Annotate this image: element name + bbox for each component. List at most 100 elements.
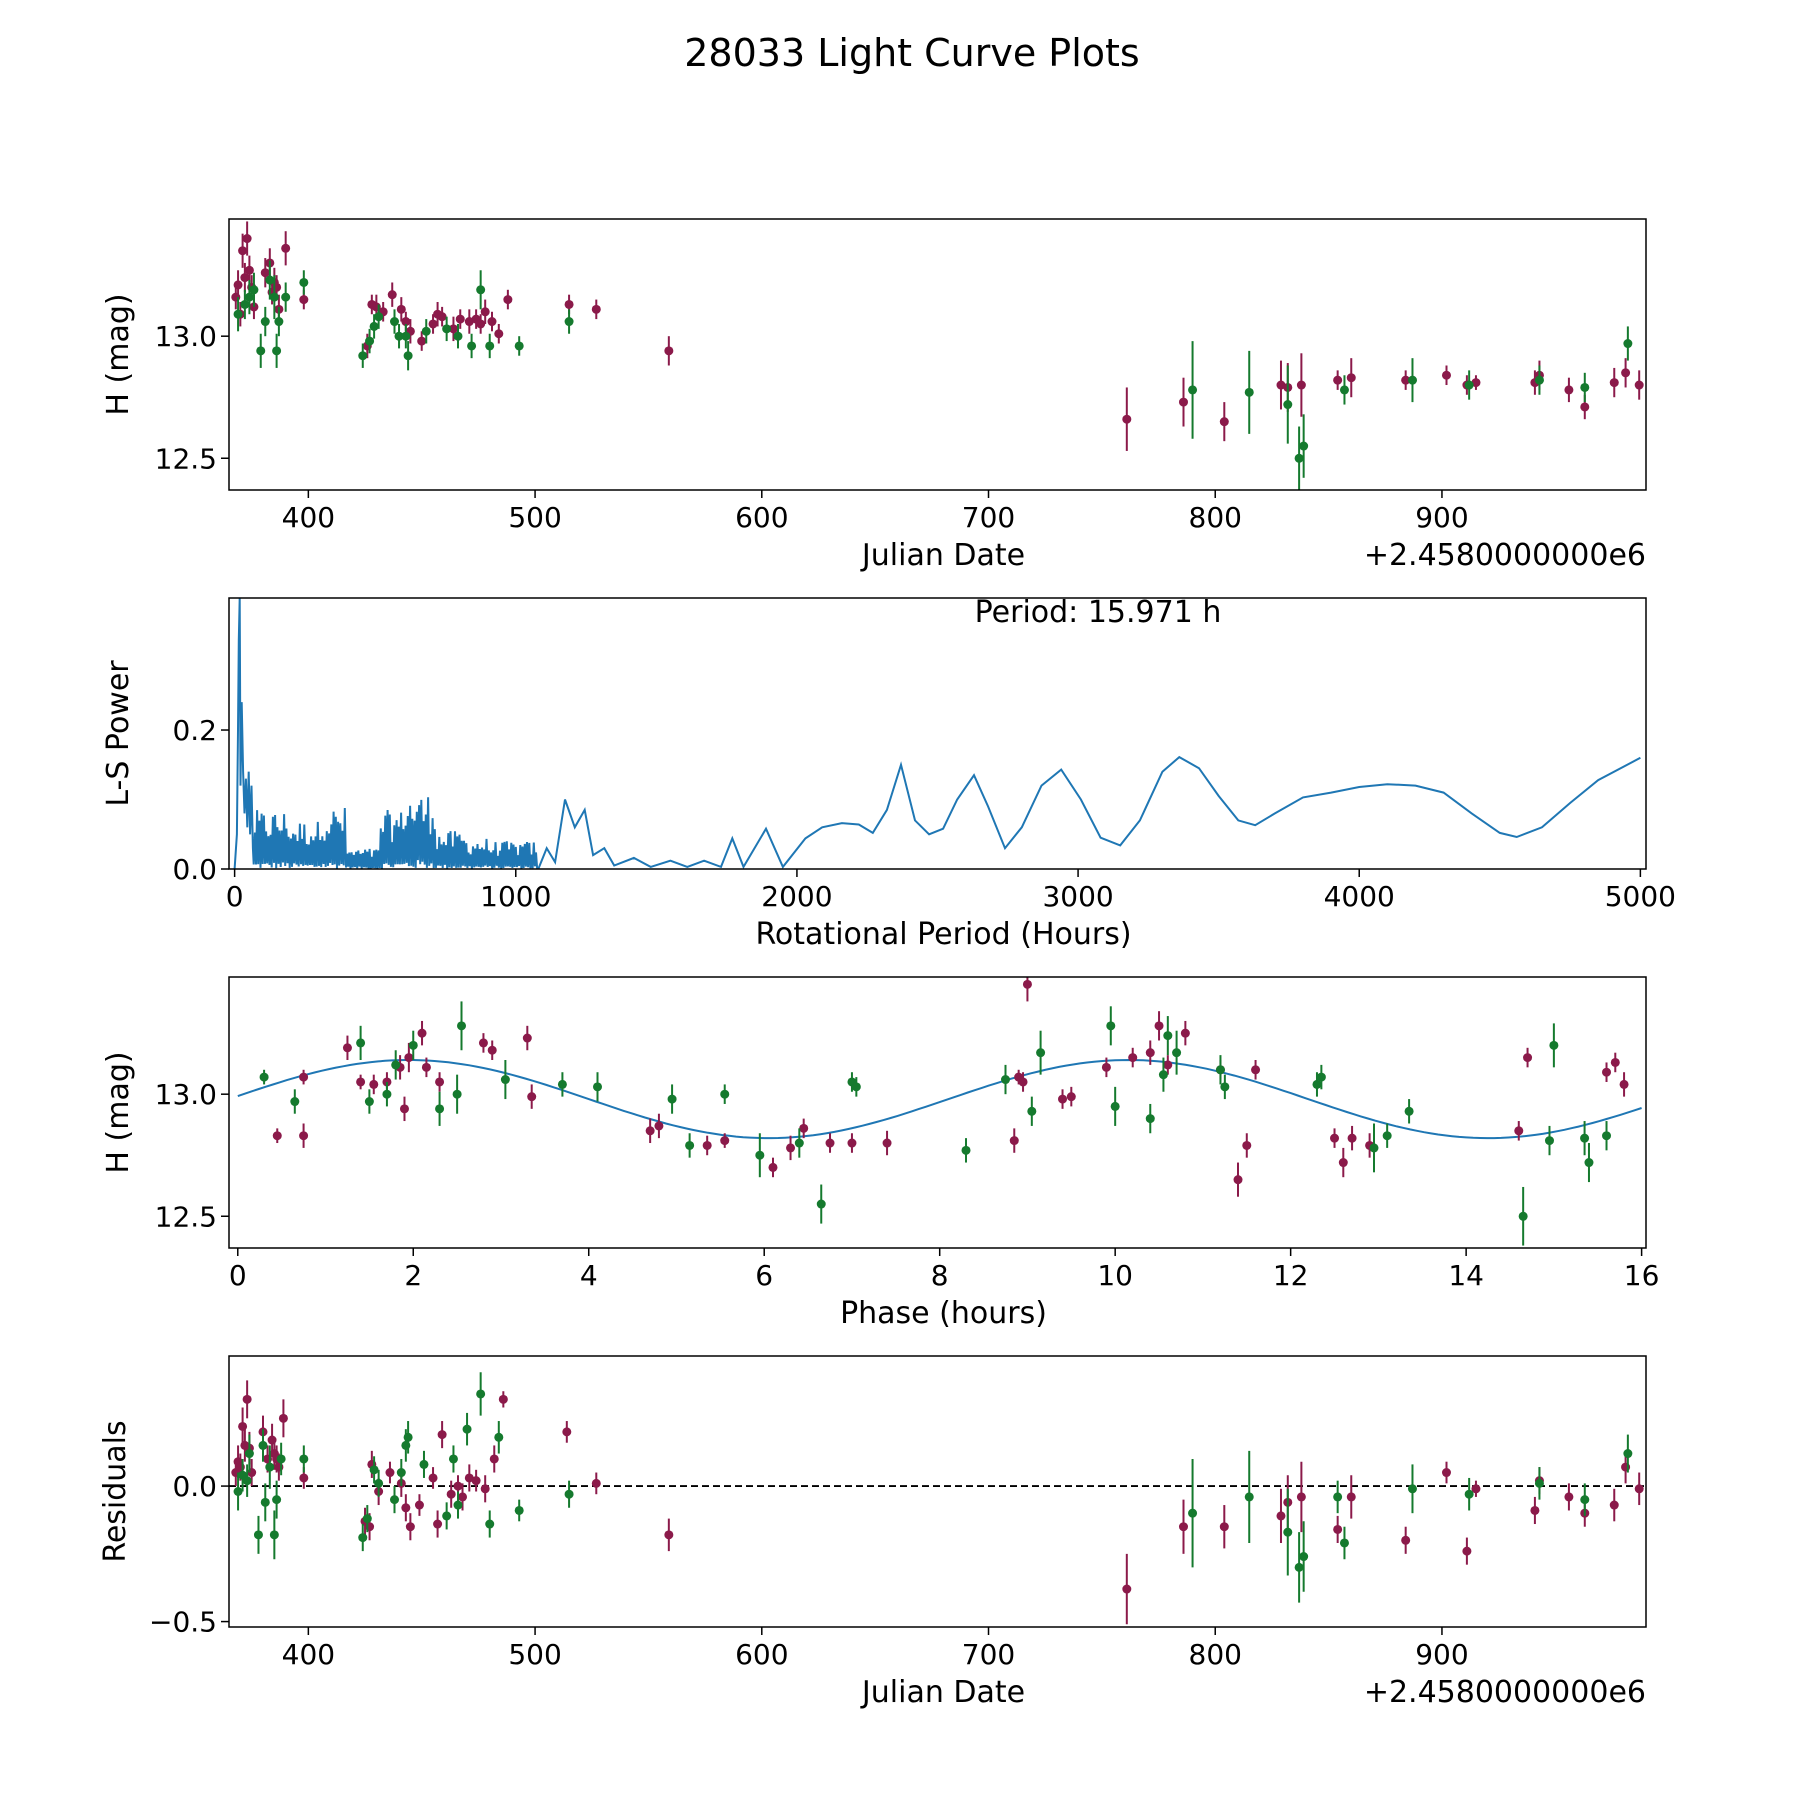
data-point xyxy=(240,273,250,283)
x-tick-label: 6 xyxy=(755,1259,773,1292)
data-point xyxy=(233,309,243,319)
data-point xyxy=(1180,1028,1190,1038)
data-point xyxy=(1609,1500,1619,1510)
data-point xyxy=(1058,1094,1068,1104)
data-point xyxy=(276,1454,286,1464)
data-point xyxy=(238,1421,248,1431)
data-point xyxy=(1244,387,1254,397)
data-point xyxy=(1333,1492,1343,1502)
data-point xyxy=(419,1459,429,1469)
axes-frame xyxy=(228,218,1647,491)
data-point xyxy=(489,1454,499,1464)
data-point xyxy=(1316,1072,1326,1082)
data-point xyxy=(1178,1522,1188,1532)
x-axis-label: Julian Date xyxy=(860,538,1025,573)
data-point xyxy=(256,346,266,356)
data-point xyxy=(562,1427,572,1437)
data-point xyxy=(442,1511,452,1521)
y-axis-label: L-S Power xyxy=(101,660,136,807)
data-point xyxy=(374,1478,384,1488)
data-point xyxy=(382,1089,392,1099)
data-point xyxy=(396,1468,406,1478)
plot-area xyxy=(233,598,1641,869)
data-point xyxy=(364,1097,374,1107)
data-point xyxy=(1623,339,1633,349)
data-point xyxy=(1530,1505,1540,1515)
data-point xyxy=(1018,1077,1028,1087)
data-point xyxy=(882,1138,892,1148)
data-point xyxy=(1621,368,1631,378)
data-point xyxy=(1066,1092,1076,1102)
data-point xyxy=(401,317,411,327)
plot-area xyxy=(229,1372,1646,1625)
data-point xyxy=(1580,402,1590,412)
data-point xyxy=(1471,1484,1481,1494)
x-tick-label: 600 xyxy=(735,501,788,534)
data-point xyxy=(1464,1489,1474,1499)
data-point xyxy=(1220,1082,1230,1092)
x-tick-label: 2 xyxy=(404,1259,422,1292)
data-point xyxy=(1407,375,1417,385)
data-point xyxy=(417,1028,427,1038)
y-tick-label: 13.0 xyxy=(155,1078,217,1111)
y-tick-label: 12.5 xyxy=(155,442,217,475)
data-point xyxy=(786,1143,796,1153)
data-point xyxy=(390,317,400,327)
panel-residuals: 400 500 600 700 800 900 −0.5 0.0 Julian Date Resi… xyxy=(98,1355,1647,1710)
data-point xyxy=(1000,1075,1010,1085)
data-point xyxy=(1471,378,1481,388)
data-point xyxy=(593,1082,603,1092)
data-point xyxy=(299,1454,309,1464)
data-point xyxy=(1580,382,1590,392)
data-point xyxy=(408,1040,418,1050)
x-tick-label: 0 xyxy=(226,880,244,913)
data-point xyxy=(847,1138,857,1148)
data-point xyxy=(399,1104,409,1114)
data-point xyxy=(1369,1143,1379,1153)
data-point xyxy=(1276,380,1286,390)
y-tick-label: 12.5 xyxy=(155,1200,217,1233)
data-point xyxy=(1027,1106,1037,1116)
data-point xyxy=(1330,1133,1340,1143)
data-point xyxy=(1339,385,1349,395)
data-point xyxy=(391,1060,401,1070)
axes-frame xyxy=(228,597,1647,870)
data-point xyxy=(1242,1140,1252,1150)
data-point xyxy=(816,1199,826,1209)
data-point xyxy=(1299,1552,1309,1562)
data-point xyxy=(401,331,411,341)
axes-frame xyxy=(228,976,1647,1249)
data-point xyxy=(281,243,291,253)
data-point xyxy=(403,1432,413,1442)
data-point xyxy=(1602,1131,1612,1141)
data-point xyxy=(1518,1211,1528,1221)
data-point xyxy=(667,1094,677,1104)
data-point xyxy=(405,1522,415,1532)
x-tick-label: 14 xyxy=(1448,1259,1484,1292)
data-point xyxy=(702,1140,712,1150)
data-point xyxy=(1296,380,1306,390)
data-point xyxy=(453,1500,463,1510)
data-point xyxy=(478,1038,488,1048)
data-point xyxy=(664,346,674,356)
data-point xyxy=(961,1145,971,1155)
data-point xyxy=(1145,1048,1155,1058)
series-green xyxy=(233,1372,1633,1603)
data-point xyxy=(394,331,404,341)
data-point xyxy=(437,1430,447,1440)
data-point xyxy=(1215,1065,1225,1075)
data-point xyxy=(242,1394,252,1404)
data-point xyxy=(471,1476,481,1486)
data-point xyxy=(1122,1584,1132,1594)
data-point xyxy=(244,1449,254,1459)
data-point xyxy=(238,246,248,256)
power-curve xyxy=(233,598,1641,869)
data-point xyxy=(458,1492,468,1502)
data-point xyxy=(591,304,601,314)
data-point xyxy=(464,317,474,327)
data-point xyxy=(1407,1484,1417,1494)
data-point xyxy=(514,341,524,351)
data-point xyxy=(433,1519,443,1529)
data-point xyxy=(242,234,252,244)
